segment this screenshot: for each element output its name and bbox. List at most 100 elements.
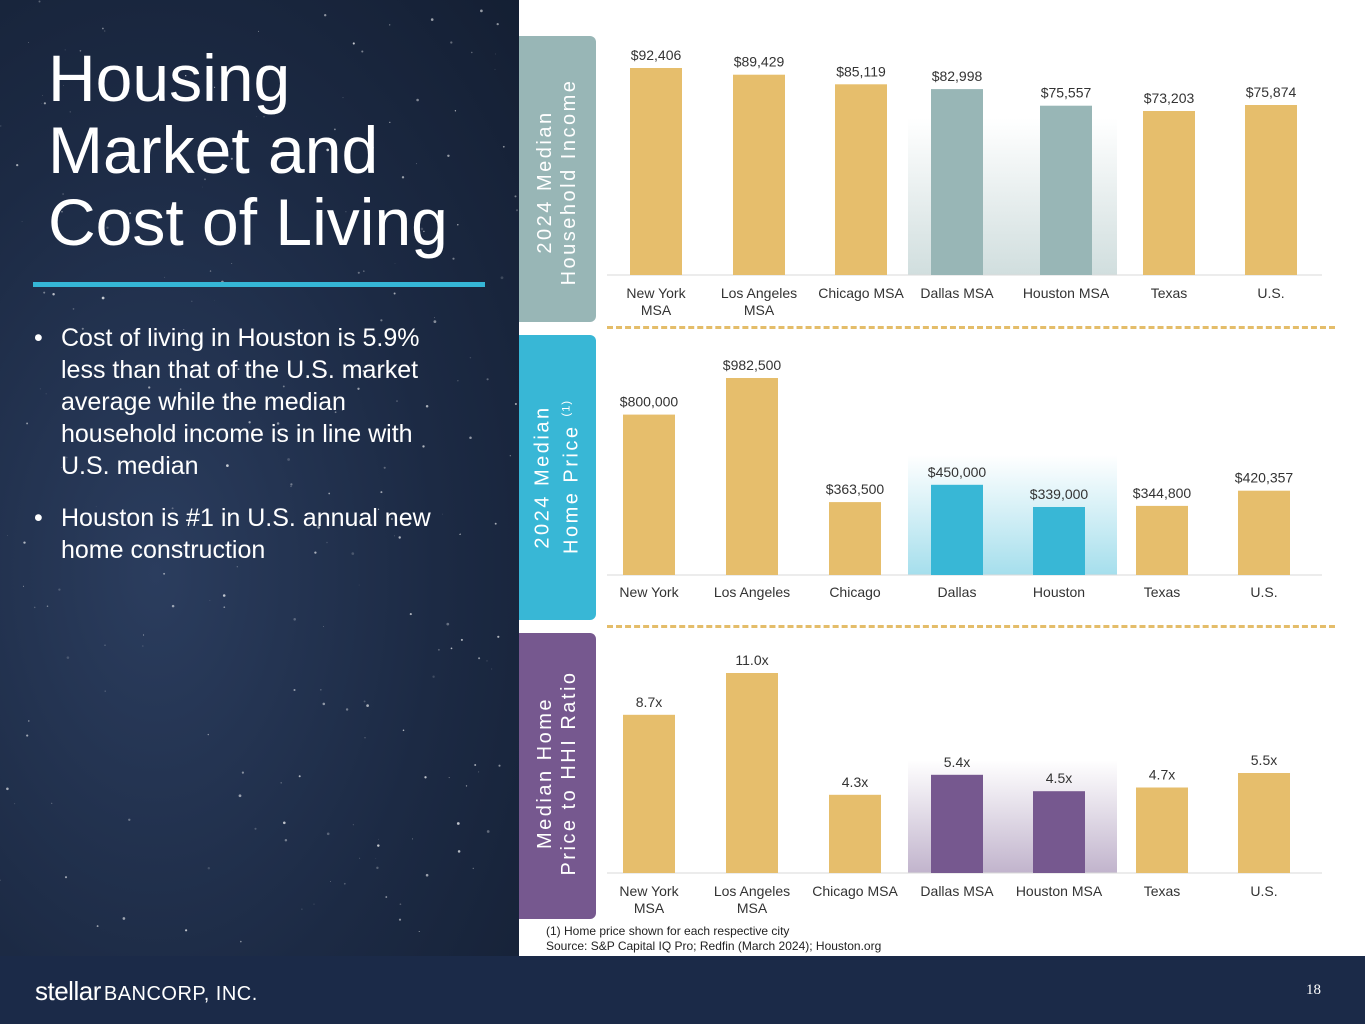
star: [26, 422, 29, 425]
star: [402, 729, 405, 732]
star: [256, 116, 257, 117]
star: [87, 74, 90, 76]
star: [282, 385, 285, 388]
star: [373, 147, 374, 149]
star: [263, 116, 265, 118]
income-category-label: MSA: [641, 302, 672, 318]
star: [128, 818, 131, 821]
star: [394, 262, 396, 264]
star: [96, 925, 99, 928]
footnote: (1) Home price shown for each respective…: [546, 924, 881, 954]
price-category-label: U.S.: [1250, 584, 1277, 600]
star: [326, 148, 330, 152]
logo-corp-text: BANCORP, INC.: [103, 983, 258, 1005]
star: [207, 867, 210, 870]
ratio-bar: [1033, 791, 1085, 873]
price-bar: [829, 502, 881, 575]
star: [422, 445, 425, 448]
star: [494, 522, 497, 525]
income-data-label: $92,406: [631, 47, 682, 63]
star: [380, 491, 383, 494]
star: [447, 154, 450, 158]
section-divider: [607, 625, 1335, 628]
star: [334, 128, 336, 131]
star: [509, 455, 511, 457]
title-divider: [33, 282, 485, 287]
star: [28, 42, 29, 43]
income-data-label: $73,203: [1144, 90, 1195, 106]
star: [122, 917, 126, 920]
ratio-section-tab: [519, 633, 596, 919]
star: [293, 688, 296, 692]
star: [202, 186, 203, 188]
star: [425, 404, 429, 408]
star: [230, 157, 233, 160]
price-section-tab: [519, 335, 596, 620]
star: [385, 896, 388, 898]
star: [448, 777, 450, 779]
star: [66, 656, 70, 659]
income-data-label: $82,998: [932, 68, 983, 84]
star: [469, 356, 472, 359]
star: [317, 526, 321, 529]
income-category-label: Dallas MSA: [920, 285, 994, 301]
star: [69, 111, 72, 113]
price-category-label: Dallas: [938, 584, 977, 600]
title-line: Market and: [48, 113, 379, 187]
star: [79, 49, 82, 52]
star: [342, 97, 344, 99]
star: [377, 844, 380, 847]
star: [185, 75, 187, 77]
income-category-label: Chicago MSA: [818, 285, 904, 301]
star: [183, 328, 185, 331]
ratio-data-label: 5.4x: [944, 754, 970, 770]
star: [498, 764, 501, 767]
company-logo: stellar BANCORP, INC.: [35, 976, 258, 1007]
income-category-label: Texas: [1151, 285, 1188, 301]
star: [284, 839, 288, 842]
star: [486, 660, 488, 662]
bullet-icon: •: [34, 324, 43, 352]
income-bar: [835, 84, 887, 275]
star: [500, 276, 504, 280]
star: [209, 600, 211, 601]
star: [457, 380, 459, 382]
star: [102, 230, 104, 233]
income-data-label: $85,119: [836, 63, 886, 79]
star: [450, 41, 453, 44]
star: [390, 517, 393, 521]
star: [502, 145, 505, 148]
income-category-label: New York: [626, 285, 686, 301]
star: [457, 224, 459, 226]
section-divider: [607, 326, 1335, 329]
star: [393, 292, 396, 295]
star: [204, 178, 206, 181]
star: [58, 588, 61, 591]
star: [41, 103, 43, 104]
star: [276, 422, 280, 425]
star: [398, 536, 401, 539]
star: [148, 386, 151, 389]
star: [457, 850, 461, 853]
logo-wordmark: stellar: [35, 976, 101, 1006]
star: [62, 193, 64, 195]
star: [474, 764, 477, 766]
income-data-label: $75,874: [1246, 84, 1297, 100]
price-data-label: $420,357: [1235, 470, 1294, 486]
star: [282, 821, 286, 825]
star: [433, 320, 437, 323]
price-data-label: $344,800: [1133, 485, 1192, 501]
star: [412, 838, 413, 840]
star: [322, 626, 324, 628]
star: [16, 163, 19, 167]
star: [214, 300, 215, 301]
star: [516, 209, 518, 212]
star: [171, 507, 174, 510]
star: [42, 94, 43, 96]
star: [125, 233, 128, 236]
star: [425, 873, 429, 877]
star: [209, 270, 212, 272]
starfield-background: [0, 0, 518, 943]
star: [452, 257, 455, 260]
